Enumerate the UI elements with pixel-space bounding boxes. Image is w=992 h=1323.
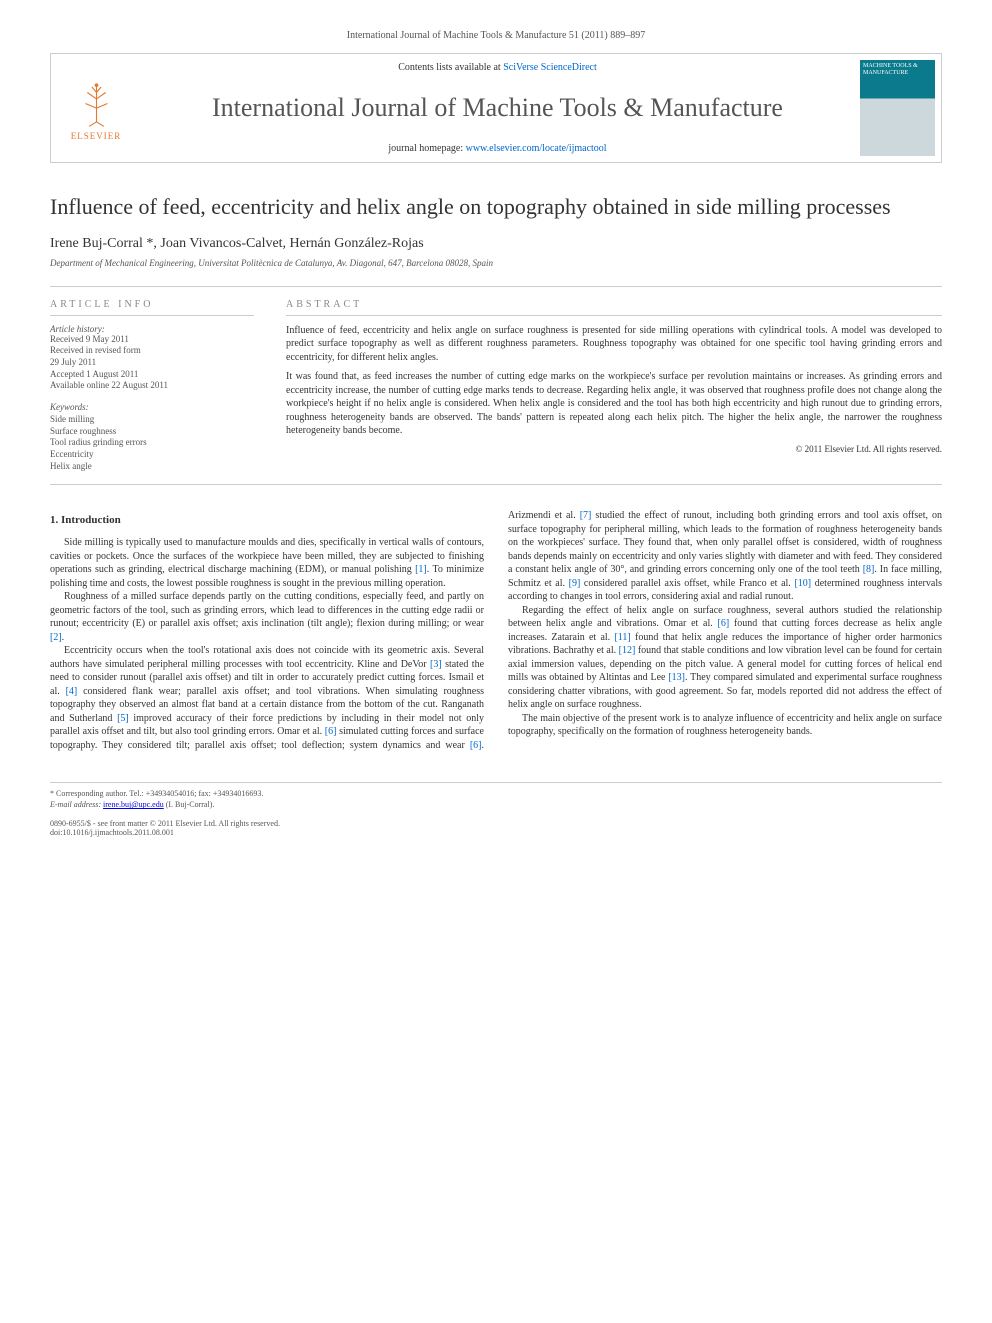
page-footer: * Corresponding author. Tel.: +349340540… (50, 782, 942, 837)
authors: Irene Buj-Corral *, Joan Vivancos-Calvet… (50, 236, 942, 252)
sciencedirect-link[interactable]: SciVerse ScienceDirect (503, 62, 597, 73)
article-info-heading: ARTICLE INFO (50, 299, 254, 316)
article-title: Influence of feed, eccentricity and heli… (50, 193, 942, 222)
journal-cover-thumbnail: MACHINE TOOLS & MANUFACTURE (860, 60, 935, 156)
reference-link[interactable]: [3] (430, 659, 442, 670)
reference-link[interactable]: [6] (470, 740, 482, 751)
reference-link[interactable]: [13] (668, 672, 685, 683)
footer-bottom: 0890-6955/$ - see front matter © 2011 El… (50, 819, 942, 837)
keyword: Side milling (50, 414, 254, 426)
email-link[interactable]: irene.buj@upc.edu (103, 800, 164, 809)
history-item: Received in revised form (50, 345, 254, 357)
reference-link[interactable]: [7] (580, 510, 592, 521)
abstract-heading: ABSTRACT (286, 299, 942, 316)
history-item: Available online 22 August 2011 (50, 380, 254, 392)
reference-link[interactable]: [5] (117, 713, 129, 724)
keyword: Eccentricity (50, 449, 254, 461)
elsevier-tree-icon (69, 76, 124, 131)
article-info: ARTICLE INFO Article history: Received 9… (50, 287, 270, 485)
text-run: considered parallel axis offset, while F… (580, 578, 794, 589)
homepage-line: journal homepage: www.elsevier.com/locat… (141, 143, 854, 154)
body-paragraph: The main objective of the present work i… (508, 712, 942, 739)
banner-center: Contents lists available at SciVerse Sci… (141, 54, 854, 162)
homepage-link[interactable]: www.elsevier.com/locate/ijmactool (466, 143, 607, 154)
email-line: E-mail address: irene.buj@upc.edu (I. Bu… (50, 800, 942, 809)
abstract-paragraph: It was found that, as feed increases the… (286, 370, 942, 438)
cover-text: MACHINE TOOLS & MANUFACTURE (860, 60, 935, 79)
reference-link[interactable]: [6] (718, 618, 730, 629)
email-suffix: (I. Buj-Corral). (164, 800, 215, 809)
keywords-label: Keywords: (50, 402, 254, 412)
reference-link[interactable]: [1] (415, 564, 427, 575)
history-label: Article history: (50, 324, 254, 334)
abstract-copyright: © 2011 Elsevier Ltd. All rights reserved… (286, 444, 942, 454)
reference-link[interactable]: [6] (325, 726, 337, 737)
reference-link[interactable]: [11] (614, 632, 630, 643)
journal-title: International Journal of Machine Tools &… (141, 93, 854, 123)
text-run: . (62, 632, 65, 643)
email-label: E-mail address: (50, 800, 103, 809)
abstract: ABSTRACT Influence of feed, eccentricity… (270, 287, 942, 485)
reference-link[interactable]: [4] (66, 686, 78, 697)
reference-link[interactable]: [12] (619, 645, 636, 656)
body-paragraph: Regarding the effect of helix angle on s… (508, 604, 942, 712)
homepage-prefix: journal homepage: (388, 143, 465, 154)
body-paragraph: Side milling is typically used to manufa… (50, 536, 484, 590)
reference-link[interactable]: [9] (569, 578, 581, 589)
abstract-paragraph: Influence of feed, eccentricity and heli… (286, 324, 942, 365)
affiliation: Department of Mechanical Engineering, Un… (50, 258, 942, 268)
history-item: Accepted 1 August 2011 (50, 369, 254, 381)
text-run: Eccentricity occurs when the tool's rota… (50, 645, 484, 670)
text-run: Roughness of a milled surface depends pa… (50, 591, 484, 629)
keyword: Surface roughness (50, 426, 254, 438)
contents-line: Contents lists available at SciVerse Sci… (141, 62, 854, 73)
reference-link[interactable]: [2] (50, 632, 62, 643)
body-paragraph: Roughness of a milled surface depends pa… (50, 590, 484, 644)
history-item: 29 July 2011 (50, 357, 254, 369)
section-heading: 1. Introduction (50, 513, 484, 528)
info-abstract-block: ARTICLE INFO Article history: Received 9… (50, 286, 942, 486)
publisher-name: ELSEVIER (71, 131, 122, 141)
contents-prefix: Contents lists available at (398, 62, 503, 73)
doi-line: doi:10.1016/j.ijmachtools.2011.08.001 (50, 828, 280, 837)
reference-link[interactable]: [8] (863, 564, 875, 575)
keyword: Tool radius grinding errors (50, 437, 254, 449)
issn-line: 0890-6955/$ - see front matter © 2011 El… (50, 819, 280, 828)
body-text: 1. Introduction Side milling is typicall… (50, 509, 942, 752)
history-item: Received 9 May 2011 (50, 334, 254, 346)
corresponding-author: * Corresponding author. Tel.: +349340540… (50, 789, 942, 798)
keyword: Helix angle (50, 461, 254, 473)
reference-link[interactable]: [10] (794, 578, 811, 589)
journal-citation: International Journal of Machine Tools &… (50, 30, 942, 41)
publisher-logo: ELSEVIER (51, 54, 141, 162)
journal-banner: ELSEVIER Contents lists available at Sci… (50, 53, 942, 163)
